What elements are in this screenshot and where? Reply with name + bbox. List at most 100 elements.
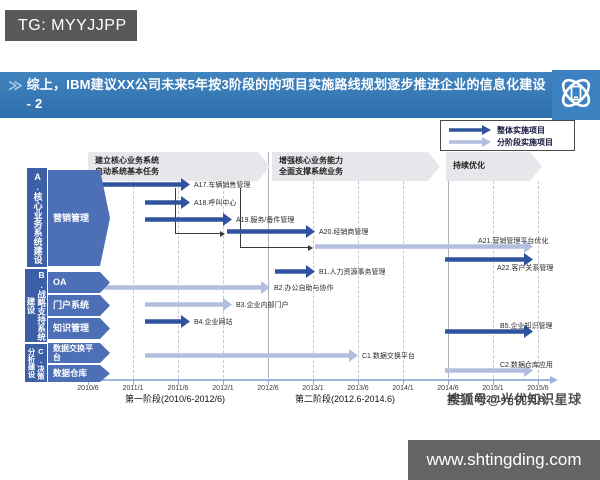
phase-label-3: 第三阶段(2014.6-2015.6): [446, 394, 548, 404]
page-title: 综上，IBM建议XX公司未来5年按3阶段的的项目实施路线规划逐步推进企业的信息化…: [26, 77, 546, 111]
task-label-A17: A17.车辆销售管理: [194, 182, 251, 189]
task-label-A18: A18.呼叫中心: [194, 200, 237, 207]
task-label-B2: B2.办公自助与协作: [274, 285, 334, 292]
phase-band-text: 启动系统基本任务: [95, 166, 159, 176]
connector-line: [240, 188, 241, 247]
title-bullet-icon: ≫: [8, 77, 23, 93]
footer-bar: www.shtingding.com: [408, 440, 600, 480]
row-label-text: 知识管理: [53, 323, 90, 334]
task-label-B1: B1.人力资源事务管理: [319, 269, 386, 276]
phase-band-3: 持续优化: [446, 152, 542, 181]
axis-tick: [88, 379, 89, 385]
axis-tick: [448, 379, 449, 385]
phase-band-1: 建立核心业务系统 启动系统基本任务: [88, 152, 270, 181]
axis-tick: [538, 379, 539, 385]
task-label-B4: B4.企业网站: [194, 319, 233, 326]
gridline: [493, 181, 494, 378]
task-arrow-C1: [145, 349, 358, 362]
task-arrow-A18: [145, 196, 190, 209]
connector-line: [240, 245, 313, 251]
row-label: 门户系统: [48, 295, 110, 316]
task-arrow-B1: [275, 265, 315, 278]
gridline: [268, 152, 269, 378]
axis-tick: [403, 379, 404, 385]
section-header-A: A.核心业务系统建设: [27, 168, 47, 267]
phase-band-text: 增强核心业务能力: [279, 156, 343, 166]
connector-line: [175, 231, 225, 237]
axis-tick: [178, 379, 179, 385]
phase-label-1: 第一阶段(2010/6-2012/6): [124, 394, 226, 404]
connector-arrowhead-icon: [308, 245, 313, 251]
gridline: [178, 181, 179, 378]
tick-label: 2012/6: [257, 385, 279, 392]
atom-logo-icon: [557, 73, 595, 118]
watermark-text: 搜狐号@光优知识星球: [447, 392, 582, 407]
tg-badge: TG: MYYJJPP: [5, 10, 137, 41]
phase-band-text: 持续优化: [453, 161, 485, 171]
task-arrow-B4: [145, 315, 190, 328]
task-label-A19: A19.服务/备件管理: [236, 217, 295, 224]
task-label-A21: A21.营销管理平台优化: [478, 238, 549, 245]
task-arrow-B2: [100, 281, 270, 294]
row-label: 数据仓库: [48, 365, 110, 382]
gridline: [448, 152, 449, 378]
row-label: 知识管理: [48, 318, 110, 339]
gridline: [223, 181, 224, 378]
section-header-C: C.决策分析建设: [25, 344, 47, 382]
connector-line: [175, 188, 176, 233]
light-arrow-icon: [449, 137, 491, 147]
phase-band-text: 全面支撑系统业务: [279, 166, 343, 176]
tick-label: 2011/1: [122, 385, 144, 392]
tg-badge-text: TG: MYYJJPP: [18, 16, 127, 34]
task-arrow-B3: [145, 298, 232, 311]
row-label-text: OA: [53, 277, 67, 288]
task-arrow-A19: [145, 213, 232, 226]
task-label-C2: C2.数据仓库应用: [500, 362, 553, 369]
legend-item: 分阶段实施项目: [449, 136, 574, 148]
legend-item: 整体实施项目: [449, 124, 574, 136]
axis-tick: [223, 379, 224, 385]
legend-label: 分阶段实施项目: [497, 137, 553, 147]
tick-label: 2015/1: [482, 385, 504, 392]
dark-arrow-icon: [449, 125, 491, 135]
title-block: ≫ 综上，IBM建议XX公司未来5年按3阶段的的项目实施路线规划逐步推进企业的信…: [8, 76, 546, 114]
title-bar: ≫ 综上，IBM建议XX公司未来5年按3阶段的的项目实施路线规划逐步推进企业的信…: [0, 70, 600, 120]
tick-label: 2014/1: [392, 385, 414, 392]
axis-tick: [268, 379, 269, 385]
legend: 整体实施项目 分阶段实施项目: [440, 120, 575, 151]
row-label-text: 数据交换平台: [53, 343, 93, 362]
tick-label: 2013/1: [302, 385, 324, 392]
row-label-text: 数据仓库: [53, 367, 88, 378]
logo-box: [552, 70, 600, 120]
axis-tick: [493, 379, 494, 385]
tick-label: 2010/6: [77, 385, 99, 392]
phase-label-2: 第二阶段(2012.6-2014.6): [294, 394, 396, 404]
gridline: [538, 181, 539, 378]
footer-url: www.shtingding.com: [426, 450, 582, 469]
gridline: [313, 181, 314, 378]
connector-arrowhead-icon: [220, 231, 225, 237]
axis-tick: [133, 379, 134, 385]
section-header-B: B.战略支持系统建设: [25, 269, 47, 342]
tick-label: 2014/6: [437, 385, 459, 392]
axis-tick: [358, 379, 359, 385]
legend-label: 整体实施项目: [497, 125, 545, 135]
axis-tick: [313, 379, 314, 385]
phase-band-2: 增强核心业务能力 全面支撑系统业务: [272, 152, 440, 181]
task-label-A20: A20.经销商管理: [319, 229, 369, 236]
task-label-A22: A22.客户关系管理: [497, 265, 554, 272]
row-label: 数据交换平台: [48, 343, 110, 363]
tick-label: 2012/1: [212, 385, 234, 392]
row-label-text: 营销管理: [53, 212, 90, 223]
row-label: OA: [48, 272, 110, 293]
task-label-B3: B3.企业内部门户: [236, 302, 289, 309]
gridline: [358, 181, 359, 378]
tick-label: 2011/6: [167, 385, 189, 392]
task-label-C1: C1.数据交换平台: [362, 353, 415, 360]
row-label-text: 门户系统: [53, 300, 90, 311]
timeline-axis: [60, 379, 550, 381]
task-label-B5: B5.企业知识管理: [500, 323, 553, 330]
timeline-axis-arrowhead: [550, 376, 558, 384]
